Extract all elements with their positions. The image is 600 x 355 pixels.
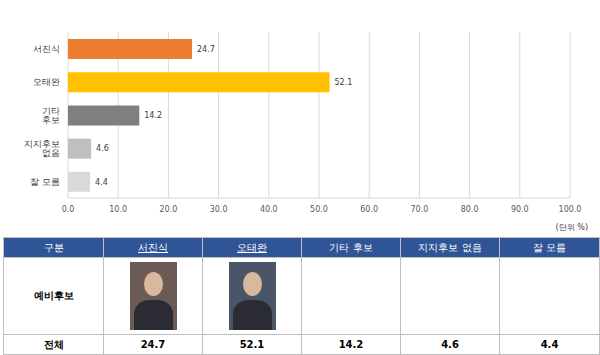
html-text:오태완: 오태완: [237, 241, 267, 253]
svg-text:서진식: 서진식: [33, 44, 60, 54]
svg-text:4.4: 4.4: [95, 178, 108, 187]
svg-text:14.2: 14.2: [144, 111, 162, 120]
html-text:24.7: 24.7: [140, 339, 166, 350]
svg-text:잘 모름: 잘 모름: [30, 177, 60, 187]
html-text:전체: 전체: [43, 338, 64, 350]
html-text:지지후보 없음: 지지후보 없음: [418, 241, 482, 253]
html-text:4.4: 4.4: [540, 339, 559, 350]
svg-text:0.0: 0.0: [62, 205, 75, 214]
html-text:52.1: 52.1: [239, 339, 265, 350]
svg-text:60.0: 60.0: [360, 205, 378, 214]
svg-text:50.0: 50.0: [310, 205, 328, 214]
html-text:구분: 구분: [43, 241, 64, 253]
svg-text:4.6: 4.6: [96, 144, 109, 153]
html-text:14.2: 14.2: [338, 339, 364, 350]
html-text:기타 후보: 기타 후보: [329, 241, 373, 253]
svg-text:100.0: 100.0: [559, 205, 582, 214]
svg-text:10.0: 10.0: [109, 205, 127, 214]
html-text:(단위 %): (단위 %): [555, 223, 588, 232]
html-text:잘 모름: 잘 모름: [532, 241, 567, 253]
svg-text:52.1: 52.1: [335, 78, 353, 87]
html-text:예비후보: 예비후보: [33, 290, 74, 301]
svg-text:지지후보없음: 지지후보없음: [24, 139, 60, 158]
svg-text:오태완: 오태완: [33, 77, 60, 87]
svg-text:40.0: 40.0: [260, 205, 278, 214]
html-text:4.6: 4.6: [441, 339, 459, 350]
svg-text:30.0: 30.0: [210, 205, 228, 214]
svg-text:20.0: 20.0: [159, 205, 177, 214]
svg-text:90.0: 90.0: [511, 205, 529, 214]
html-text:서진식: 서진식: [138, 241, 168, 253]
svg-text:70.0: 70.0: [410, 205, 428, 214]
svg-text:24.7: 24.7: [197, 45, 215, 54]
svg-text:80.0: 80.0: [461, 205, 479, 214]
svg-text:기타후보: 기타후보: [42, 106, 60, 125]
